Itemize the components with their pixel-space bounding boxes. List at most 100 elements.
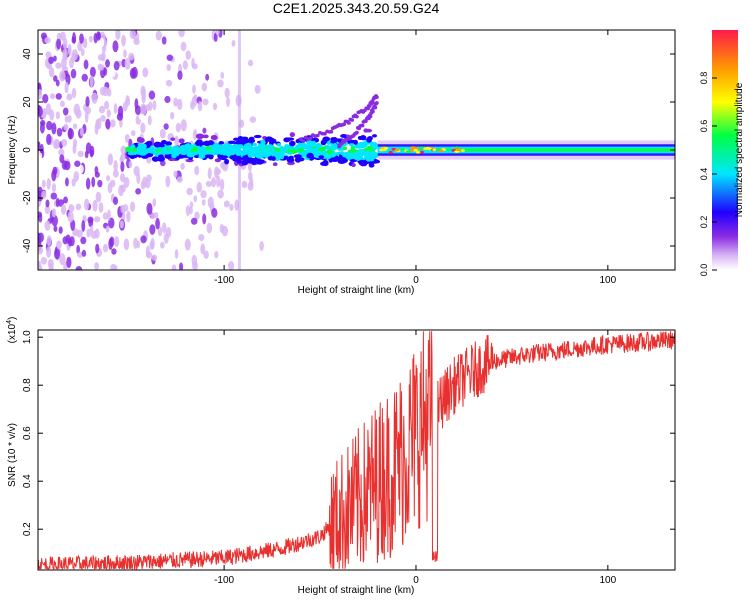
noise-speck (102, 212, 108, 220)
scatter-blob (353, 139, 358, 146)
noise-speck (62, 107, 69, 116)
noise-speck (180, 41, 187, 52)
noise-speck (40, 257, 48, 265)
spectrogram-ylabel: Frequency (Hz) (7, 116, 18, 185)
noise-speck (202, 127, 207, 134)
noise-speck (46, 178, 51, 190)
noise-speck (38, 88, 43, 100)
noise-speck (63, 196, 68, 204)
noise-speck (185, 205, 191, 217)
noise-speck (178, 30, 185, 38)
snr-panel: -100 0 100 0.2 0.4 0.6 0.8 1.0 Height of straig… (6, 317, 676, 596)
track-blob (329, 129, 334, 134)
noise-speck (133, 157, 140, 166)
noise-speck (59, 31, 66, 42)
noise-speck (72, 123, 78, 130)
noise-speck (44, 204, 51, 215)
scatter-blob (325, 144, 331, 149)
scatter-blob (177, 154, 184, 159)
noise-speck (39, 119, 46, 126)
noise-speck (66, 256, 72, 269)
noise-speck (151, 254, 158, 261)
scatter-blob (272, 162, 278, 167)
noise-speck (46, 62, 53, 70)
noise-speck (166, 54, 173, 62)
snr-xtick-label: 0 (413, 575, 419, 586)
scatter-blob (343, 151, 350, 157)
noise-speck (54, 248, 61, 260)
noise-speck (145, 104, 151, 112)
scatter-blob (260, 139, 266, 145)
noise-speck (84, 106, 92, 115)
noise-speck (46, 30, 52, 37)
noise-speck (80, 236, 87, 245)
noise-speck (231, 40, 236, 47)
noise-speck (200, 190, 207, 199)
noise-speck (89, 149, 94, 158)
noise-speck (120, 172, 126, 183)
colorbar: 0.0 0.2 0.4 0.6 0.8 Normalized spectral ampl… (699, 30, 745, 276)
noise-speck (67, 211, 74, 223)
carrier-hotspot (410, 146, 416, 150)
noise-speck (202, 98, 209, 106)
noise-speck (41, 179, 46, 188)
noise-speck (254, 84, 261, 94)
noise-speck (123, 176, 130, 188)
snr-ytick-label: 0.2 (22, 522, 33, 536)
spectrogram-xtick-label: 100 (600, 275, 617, 286)
scatter-blob (266, 144, 274, 150)
noise-speck (149, 224, 156, 235)
spectrogram-ytick-label: 20 (22, 96, 33, 108)
scatter-blob (244, 146, 251, 152)
noise-speck (179, 262, 184, 270)
carrier-hotspot (418, 146, 425, 150)
noise-speck (48, 56, 54, 65)
scatter-blob (204, 154, 211, 159)
scatter-blob (127, 151, 136, 156)
noise-speck (207, 196, 214, 209)
noise-speck (194, 211, 200, 220)
noise-speck (184, 238, 191, 251)
scatter-blob (351, 163, 356, 168)
scatter-blob (349, 143, 355, 147)
noise-speck (122, 101, 128, 112)
scatter-blob (247, 153, 254, 158)
noise-speck (142, 67, 149, 78)
scatter-blob (174, 149, 182, 154)
scatter-blob (226, 144, 233, 150)
scatter-blob (282, 146, 288, 153)
noise-speck (80, 48, 85, 57)
noise-speck (91, 92, 98, 104)
noise-speck (103, 67, 108, 76)
scatter-blob (322, 136, 331, 142)
noise-speck (113, 60, 120, 71)
scatter-blob (246, 157, 254, 163)
noise-speck (40, 32, 48, 40)
noise-speck (86, 228, 91, 238)
noise-speck (221, 225, 229, 237)
colorbar-ticks: 0.0 0.2 0.4 0.6 0.8 (699, 72, 717, 276)
scatter-blob (356, 145, 363, 149)
noise-speck (166, 64, 171, 71)
noise-speck (71, 87, 77, 99)
noise-speck (92, 199, 98, 212)
scatter-blob (224, 158, 230, 165)
noise-speck (120, 152, 126, 162)
noise-speck (177, 70, 183, 81)
scatter-blob (274, 151, 280, 157)
track-blob (374, 101, 379, 105)
noise-speck (110, 263, 117, 270)
noise-speck (217, 189, 224, 199)
scatter-blob (220, 155, 229, 159)
scatter-blob (229, 155, 237, 160)
track-blob (370, 109, 375, 114)
noise-speck (134, 98, 139, 110)
spectrogram-xtick-label: 0 (413, 275, 419, 286)
noise-speck (129, 67, 136, 79)
noise-speck (141, 93, 146, 104)
scatter-blob (363, 147, 371, 152)
noise-speck (140, 103, 147, 116)
spectrogram-ytick-label: -40 (22, 238, 33, 253)
noise-speck (161, 222, 167, 234)
noise-speck (68, 127, 73, 140)
